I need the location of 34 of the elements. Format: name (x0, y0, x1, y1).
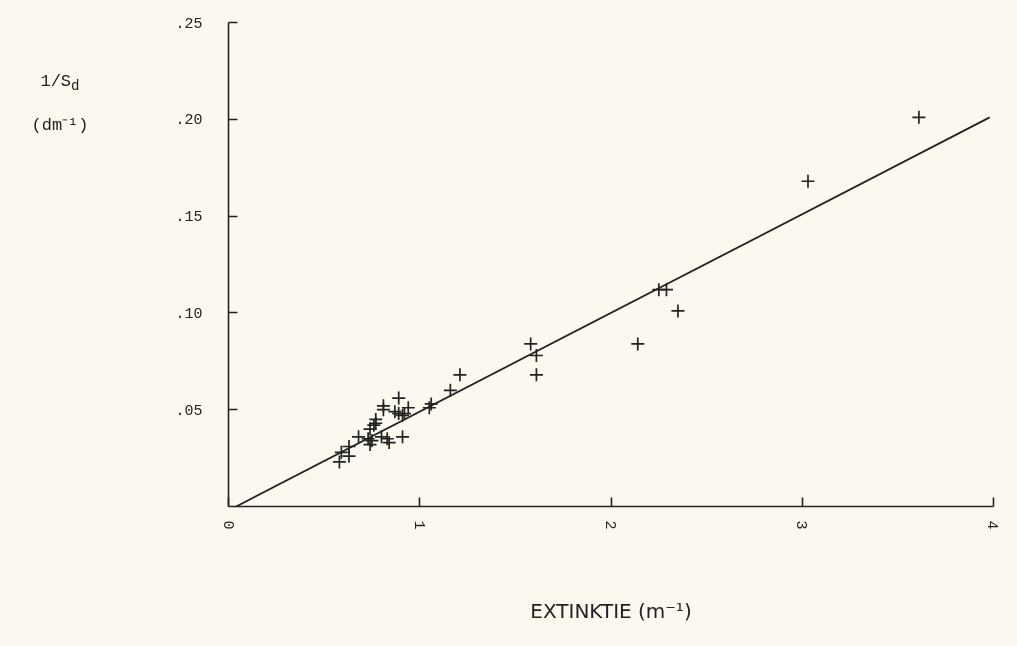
point (395, 429, 410, 445)
point (374, 429, 389, 445)
point (391, 390, 407, 406)
point (523, 336, 539, 352)
point (659, 282, 674, 298)
point (360, 431, 376, 447)
x-tick-label: 4 (983, 520, 1001, 530)
point (529, 367, 544, 383)
point (362, 437, 378, 452)
point (423, 396, 439, 412)
x-tick-label: 1 (409, 520, 427, 530)
point (387, 404, 403, 419)
y-tick-label: .05 (175, 402, 203, 420)
point (421, 400, 437, 416)
point (529, 348, 544, 363)
point (630, 336, 646, 352)
y-tick-label: .20 (175, 112, 203, 130)
point (379, 431, 395, 447)
x-tick-label: 2 (601, 520, 618, 530)
point (670, 303, 686, 319)
point (443, 382, 458, 398)
point (364, 433, 380, 449)
x-tick-label: 0 (218, 520, 236, 530)
point (452, 367, 468, 383)
point (800, 173, 816, 189)
point (911, 110, 927, 125)
point (351, 429, 366, 445)
text: 1/S$_{d}$ (dm⁻¹) (31, 72, 89, 136)
y-tick-label: .15 (175, 209, 203, 227)
x-axis-title: EXTINKTIE (m⁻¹) (530, 598, 692, 623)
x-tick-label: 3 (792, 520, 810, 530)
y-tick-label: .25 (175, 15, 203, 33)
y-tick-label: .10 (175, 305, 203, 323)
point (381, 435, 397, 450)
